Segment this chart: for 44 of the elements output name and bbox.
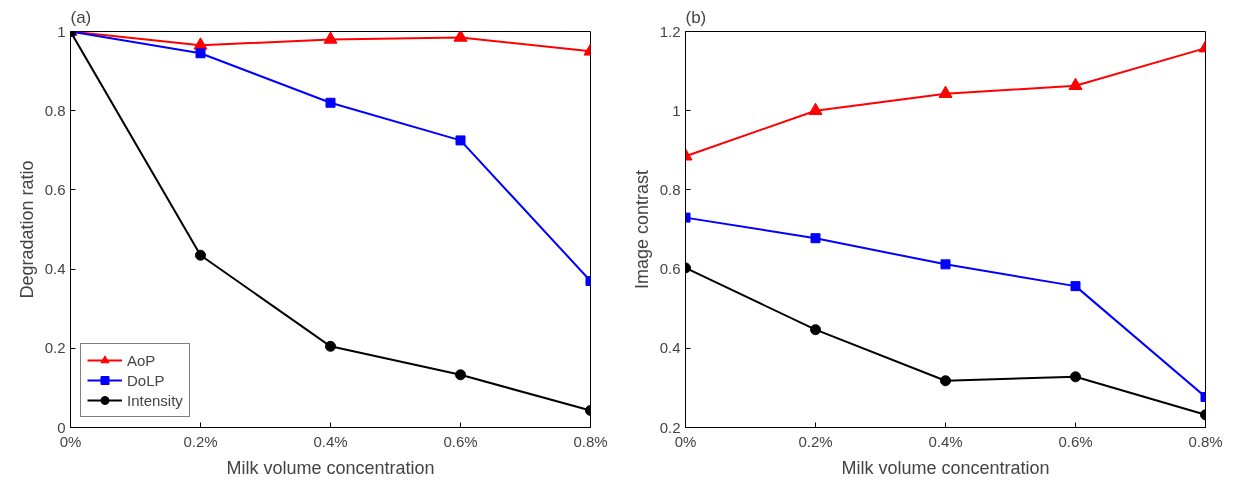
x-tick-label: 0.6% <box>443 432 478 450</box>
point <box>1070 281 1081 292</box>
x-tick-label: 0.4% <box>928 432 963 450</box>
point <box>938 85 953 98</box>
point <box>195 48 206 59</box>
y-tick-label: 1.2 <box>659 22 681 40</box>
x-tick-label: 0.8% <box>573 432 608 450</box>
y-tick-label: 1 <box>672 101 681 119</box>
point <box>455 369 466 381</box>
legend-label: AoP <box>127 351 156 369</box>
point <box>325 340 336 352</box>
y-axis-title: Image contrast <box>631 169 652 290</box>
y-axis-title: Degradation ratio <box>16 160 37 299</box>
point <box>808 102 823 115</box>
y-tick-label: 0.4 <box>659 339 681 357</box>
x-axis-title: Milk volume concentration <box>226 457 435 478</box>
point <box>810 233 821 244</box>
x-tick-label: 0.8% <box>1188 432 1223 450</box>
point <box>810 324 821 336</box>
point <box>323 31 338 44</box>
point <box>325 97 336 108</box>
point <box>1068 77 1083 90</box>
y-tick-label: 1 <box>57 22 66 40</box>
point <box>1070 371 1081 383</box>
legend-label: DoLP <box>127 371 165 389</box>
chart-title: (b) <box>685 7 707 27</box>
x-axis-title: Milk volume concentration <box>841 457 1050 478</box>
point <box>940 375 951 387</box>
point <box>455 135 466 146</box>
point <box>195 249 206 261</box>
x-tick-label: 0.2% <box>798 432 833 450</box>
x-tick-label: 0.6% <box>1058 432 1093 450</box>
point <box>453 31 468 42</box>
y-tick-label: 0.2 <box>44 339 66 357</box>
point <box>940 259 951 270</box>
y-tick-label: 0.6 <box>659 260 681 278</box>
y-tick-label: 0.6 <box>44 180 66 198</box>
x-tick-label: 0.4% <box>313 432 348 450</box>
y-tick-label: 0.8 <box>44 101 66 119</box>
y-tick-label: 0.8 <box>659 180 681 198</box>
y-tick-label: 0.4 <box>44 260 66 278</box>
chart-title: (a) <box>70 7 92 27</box>
legend-label: Intensity <box>127 391 183 409</box>
x-tick-label: 0.2% <box>183 432 218 450</box>
